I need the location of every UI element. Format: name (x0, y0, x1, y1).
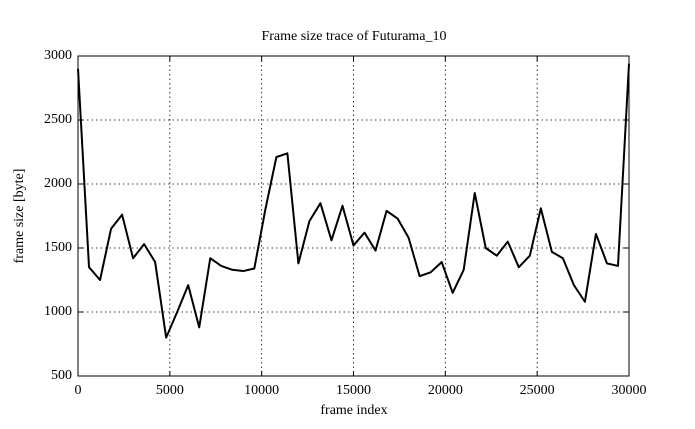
chart-title: Frame size trace of Futurama_10 (261, 29, 446, 44)
x-tick-label: 30000 (612, 383, 647, 398)
x-tick-label: 0 (75, 383, 82, 398)
plot-frame (77, 55, 630, 377)
x-axis-label: frame index (320, 403, 387, 418)
x-tick-label: 15000 (336, 383, 371, 398)
y-axis-label: frame size [byte] (12, 169, 27, 264)
y-tick-label: 1000 (44, 304, 72, 319)
data-line (77, 63, 630, 339)
y-tick-label: 1500 (44, 240, 72, 255)
x-tick-label: 10000 (244, 383, 279, 398)
x-tick-label: 5000 (156, 383, 184, 398)
x-tick-label: 25000 (520, 383, 555, 398)
y-tick-label: 2000 (44, 176, 72, 191)
y-tick-label: 2500 (44, 112, 72, 127)
y-tick-label: 3000 (44, 48, 72, 63)
y-tick-label: 500 (51, 368, 72, 383)
x-tick-label: 20000 (428, 383, 463, 398)
